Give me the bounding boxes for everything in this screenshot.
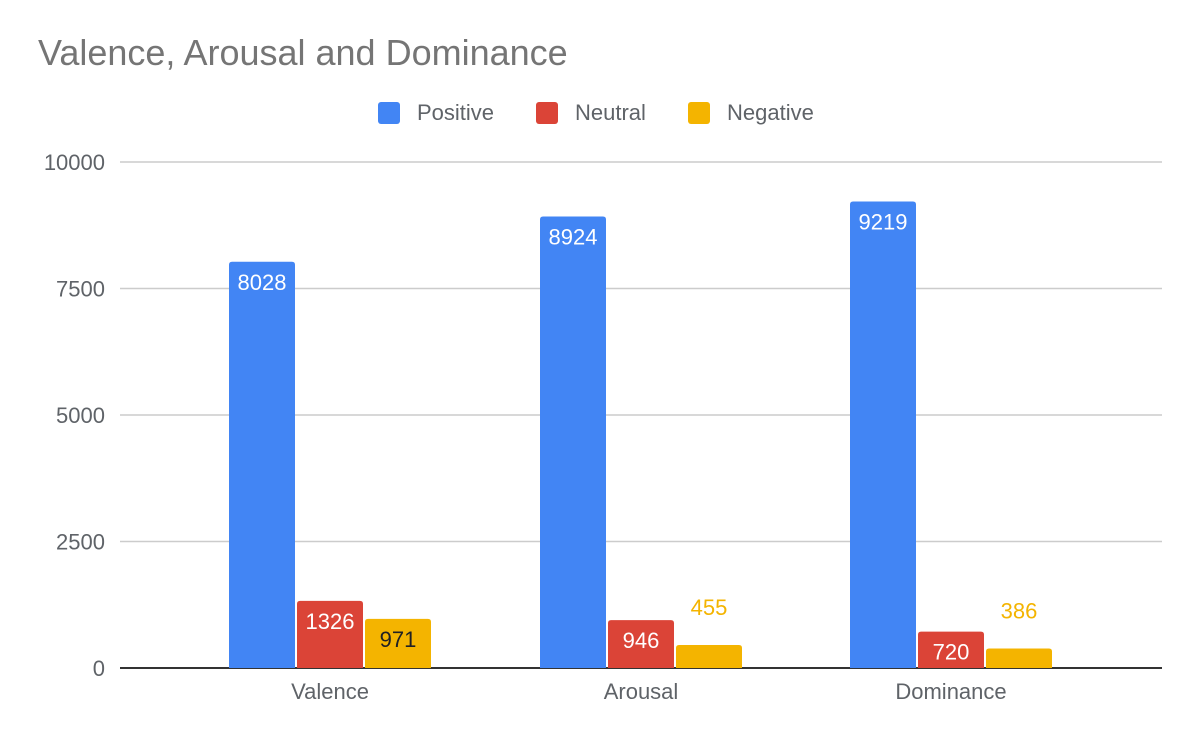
legend-label-positive: Positive <box>417 100 494 125</box>
y-tick-label: 0 <box>93 656 105 681</box>
legend: Positive Neutral Negative <box>378 100 814 125</box>
bar-positive-valence <box>229 261 295 668</box>
bar-neutral-valence <box>297 600 363 668</box>
data-label: 455 <box>691 595 728 620</box>
data-label: 971 <box>380 627 417 652</box>
data-label: 8028 <box>238 270 287 295</box>
legend-swatch-positive <box>378 102 400 124</box>
bar-positive-arousal <box>540 216 606 668</box>
legend-swatch-neutral <box>536 102 558 124</box>
data-label: 1326 <box>306 609 355 634</box>
bar-neutral-dominance <box>918 631 984 668</box>
bar-negative-arousal <box>676 644 742 668</box>
x-tick-label: Arousal <box>604 679 679 704</box>
legend-label-negative: Negative <box>727 100 814 125</box>
data-label: 8924 <box>549 224 598 249</box>
y-tick-label: 7500 <box>56 277 105 302</box>
x-tick-label: Valence <box>291 679 369 704</box>
data-label: 386 <box>1001 598 1038 623</box>
x-axis-ticks: Valence Arousal Dominance <box>291 679 1007 704</box>
bar-neutral-arousal <box>608 620 674 668</box>
bars-layer <box>229 201 1052 668</box>
bar-negative-dominance <box>986 648 1052 668</box>
data-labels-layer: 8028 1326 971 8924 946 455 9219 720 386 <box>238 210 1038 665</box>
legend-label-neutral: Neutral <box>575 100 646 125</box>
x-tick-label: Dominance <box>895 679 1006 704</box>
y-tick-label: 5000 <box>56 403 105 428</box>
y-tick-label: 2500 <box>56 530 105 555</box>
data-label: 720 <box>933 640 970 665</box>
y-axis-ticks: 0 2500 5000 7500 10000 <box>44 150 105 681</box>
y-tick-label: 10000 <box>44 150 105 175</box>
bar-positive-dominance <box>850 201 916 668</box>
chart-title: Valence, Arousal and Dominance <box>38 32 568 73</box>
legend-swatch-negative <box>688 102 710 124</box>
data-label: 9219 <box>859 210 908 235</box>
bar-negative-valence <box>365 618 431 668</box>
data-label: 946 <box>623 628 660 653</box>
